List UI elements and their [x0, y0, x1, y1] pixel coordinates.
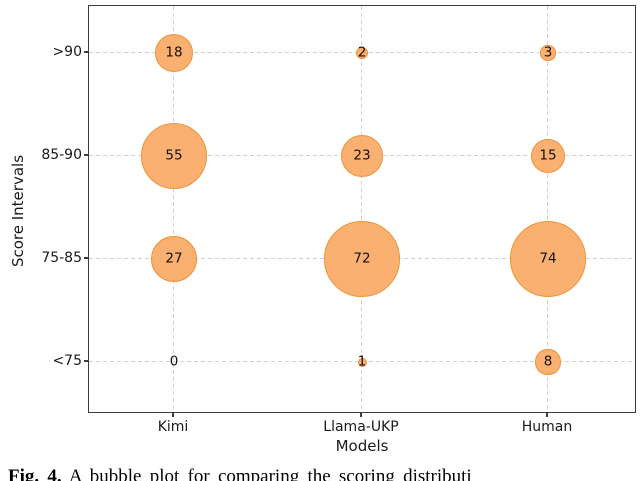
bubble-value-label: 27 [165, 250, 183, 267]
y-tick-label: 85-90 [41, 147, 82, 163]
vertical-gridline [173, 6, 174, 412]
figure-caption: Fig. 4. A bubble plot for comparing the … [8, 466, 640, 481]
bubble-value-label: 18 [165, 44, 183, 61]
bubble [140, 122, 207, 189]
bubble-value-label: 0 [169, 353, 179, 370]
bubble-value-label: 3 [543, 44, 553, 61]
bubble-value-label: 15 [539, 147, 557, 164]
y-tick-mark [84, 257, 88, 259]
y-axis-tick-labels: >90 85-90 75-85 <75 [0, 0, 82, 481]
bubble-plot-area: 18 55 27 0 2 23 72 1 3 15 74 8 [88, 5, 636, 413]
vertical-gridline [547, 6, 548, 412]
x-tick-label: Human [521, 419, 573, 435]
x-axis-title: Models [335, 437, 389, 455]
bubble [530, 138, 566, 174]
y-tick-label: <75 [52, 353, 82, 369]
bubble [150, 235, 198, 283]
bubble-value-label: 2 [357, 44, 367, 61]
bubble-value-label: 8 [543, 353, 553, 370]
y-tick-label: >90 [52, 44, 82, 60]
y-axis-title: Score Intervals [9, 154, 27, 268]
bubble [340, 134, 384, 178]
x-tick-label: Kimi [157, 419, 189, 435]
y-tick-mark [84, 51, 88, 53]
caption-text: A bubble plot for comparing the scoring … [68, 466, 472, 481]
x-tick-mark [360, 413, 362, 417]
bubble-value-label: 74 [539, 250, 557, 267]
bubble [324, 221, 400, 297]
x-tick-label: Llama-UKP [323, 419, 399, 435]
x-tick-mark [546, 413, 548, 417]
bubble-value-label: 1 [357, 353, 367, 370]
x-tick-mark [172, 413, 174, 417]
bubble [155, 34, 193, 72]
bubble [355, 46, 369, 60]
y-tick-label: 75-85 [41, 250, 82, 266]
bubble-value-label: 72 [353, 250, 371, 267]
bubble-value-label: 23 [353, 147, 371, 164]
bubble [357, 357, 367, 367]
caption-label: Fig. 4. [8, 466, 62, 481]
y-tick-mark [84, 360, 88, 362]
bubble [509, 220, 587, 298]
bubble [540, 45, 556, 61]
bubble-value-label: 55 [165, 147, 183, 164]
y-tick-mark [84, 154, 88, 156]
vertical-gridline [361, 6, 362, 412]
bubble [535, 349, 561, 375]
